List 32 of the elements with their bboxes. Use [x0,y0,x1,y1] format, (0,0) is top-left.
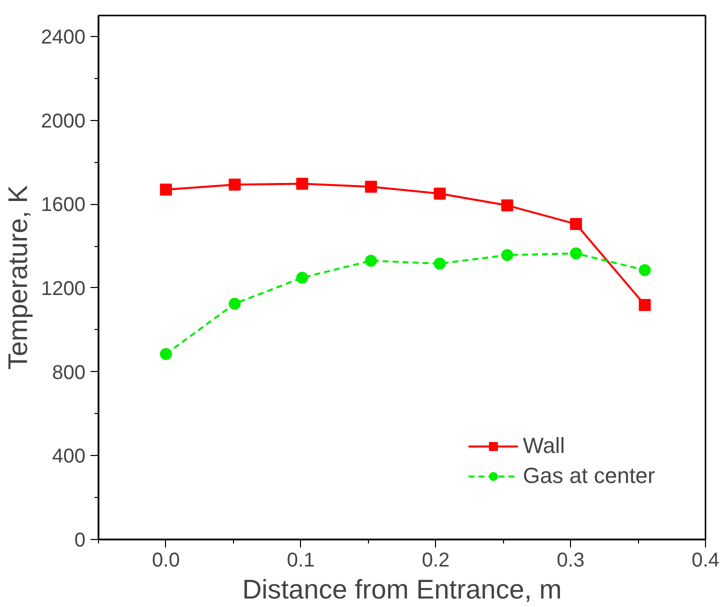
x-tick-label: 0.3 [556,550,585,572]
y-tick-label: 2400 [41,26,86,48]
y-tick-label: 1600 [41,194,86,216]
point [364,180,377,193]
point [160,348,172,360]
point [160,184,172,196]
point [501,249,514,262]
point [296,272,308,284]
x-tick-label: 0.4 [692,550,720,572]
point [638,264,651,276]
point [501,199,514,212]
point [434,188,446,200]
x-axis-title: Distance from Entrance, m [242,574,562,604]
point [296,178,308,190]
y-tick-label: 1200 [41,278,86,300]
y-tick-label: 0 [74,530,86,552]
legend-label: Gas at center [522,463,655,489]
y-tick-label: 400 [52,446,86,468]
point [570,218,582,230]
point [364,254,377,267]
point [228,178,241,191]
x-tick-label: 0.1 [286,550,315,572]
y-axis-title: Temperature, K [3,185,34,370]
x-tick-label: 0.0 [152,550,180,572]
point [570,247,582,260]
point [434,258,446,270]
point [228,298,241,310]
point [638,298,651,311]
y-tick-label: 800 [52,362,86,384]
y-tick-label: 2000 [41,110,86,132]
x-tick-label: 0.2 [422,550,450,572]
legend-label: Wall [522,433,565,459]
